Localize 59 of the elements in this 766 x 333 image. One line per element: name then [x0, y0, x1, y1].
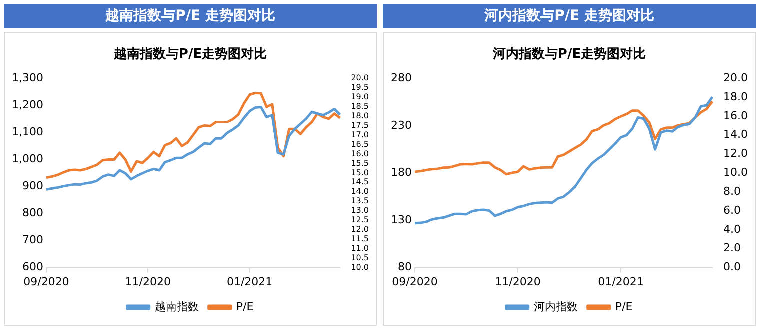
y-tick-label: 1,100	[12, 126, 44, 139]
y2-tick-label: 12.0	[351, 225, 369, 234]
x-tick-label: 11/2020	[495, 275, 541, 288]
y-tick-label: 1,300	[12, 71, 44, 84]
y-tick-label: 1,000	[12, 152, 44, 166]
y-tick-label: 130	[390, 213, 412, 226]
y-tick-label: 180	[390, 166, 412, 180]
x-tick-label: 11/2020	[125, 275, 172, 288]
legend-label: 河内指数	[534, 300, 578, 314]
y-tick-label: 600	[22, 260, 44, 274]
y2-tick-label: 19.5	[351, 83, 369, 92]
y2-tick-label: 16.5	[351, 140, 369, 149]
y2-tick-label: 6.0	[724, 204, 742, 217]
chart-title: 越南指数与P/E 走势图对比	[4, 4, 377, 28]
y2-tick-label: 17.5	[351, 120, 369, 130]
y-tick-label: 1,200	[12, 98, 44, 112]
x-tick-label: 09/2020	[392, 275, 438, 288]
y-tick-label: 800	[22, 206, 44, 220]
y2-tick-label: 2.0	[724, 242, 742, 255]
chart-subtitle: 越南指数与P/E走势图对比	[112, 46, 268, 62]
y-tick-label: 230	[390, 118, 412, 132]
y2-tick-label: 14.0	[351, 187, 369, 196]
y2-tick-label: 17.0	[351, 130, 369, 140]
x-tick-label: 01/2021	[598, 275, 644, 288]
x-tick-label: 01/2021	[226, 275, 273, 288]
y2-tick-label: 18.5	[351, 102, 369, 112]
y2-tick-label: 20.0	[351, 74, 369, 83]
y2-tick-label: 14.0	[724, 128, 748, 142]
y2-tick-label: 15.5	[351, 158, 369, 168]
y2-tick-label: 11.0	[351, 244, 369, 253]
y2-tick-label: 13.5	[351, 196, 369, 206]
y2-tick-label: 10.0	[351, 262, 369, 272]
chart-title: 河内指数与P/E 走势图对比	[383, 4, 756, 28]
legend-label: P/E	[615, 300, 633, 314]
y-tick-label: 80	[398, 260, 412, 274]
legend-label: P/E	[236, 300, 254, 314]
y2-tick-label: 0.0	[724, 260, 742, 274]
y2-tick-label: 11.5	[351, 234, 369, 244]
y2-tick-label: 8.0	[724, 184, 742, 198]
y2-tick-label: 16.0	[351, 149, 369, 158]
y-tick-label: 900	[22, 180, 44, 193]
legend-label: 越南指数	[154, 300, 199, 314]
y2-tick-label: 12.0	[724, 147, 748, 160]
y2-tick-label: 20.0	[724, 71, 748, 84]
y2-tick-label: 4.0	[724, 222, 742, 236]
chart-subtitle: 河内指数与P/E走势图对比	[492, 46, 646, 62]
y2-tick-label: 12.5	[351, 216, 369, 225]
y2-tick-label: 18.0	[724, 90, 748, 104]
x-tick-label: 09/2020	[24, 275, 70, 288]
y2-tick-label: 14.5	[351, 178, 369, 187]
y-tick-label: 280	[390, 71, 412, 84]
y2-tick-label: 19.0	[351, 92, 369, 102]
y2-tick-label: 18.0	[351, 112, 369, 121]
y2-tick-label: 10.0	[724, 166, 748, 180]
y2-tick-label: 16.0	[724, 109, 748, 122]
y-tick-label: 700	[22, 234, 44, 247]
y2-tick-label: 13.0	[351, 206, 369, 216]
y2-tick-label: 15.0	[351, 168, 369, 178]
y2-tick-label: 10.5	[351, 253, 369, 262]
